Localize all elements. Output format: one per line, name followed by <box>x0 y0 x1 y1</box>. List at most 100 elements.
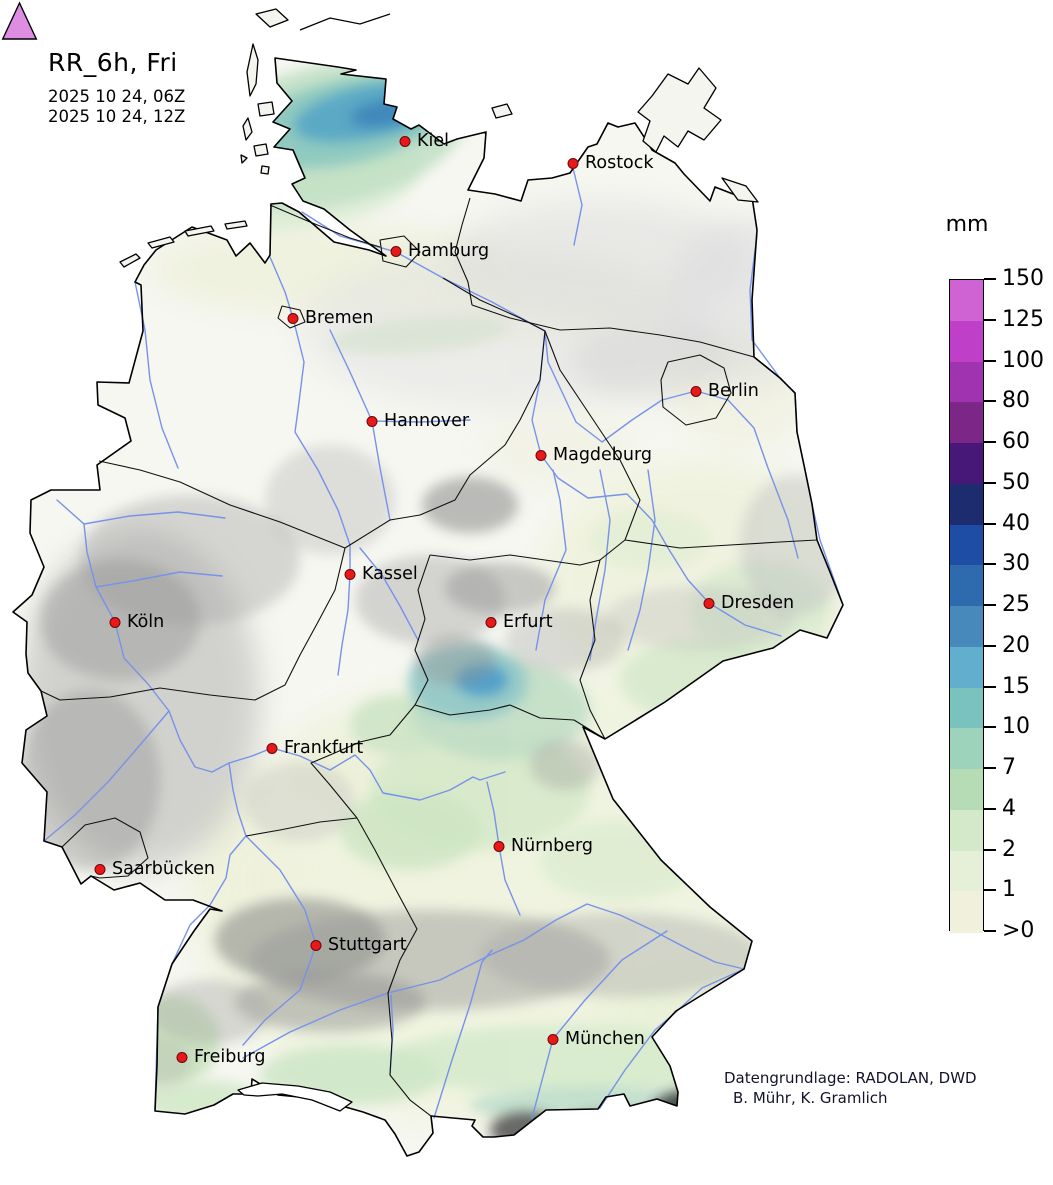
title-block: RR_6h, Fri 2025 10 24, 06Z 2025 10 24, 1… <box>48 48 185 127</box>
colorbar-tick-mark <box>984 930 996 932</box>
city-marker-freiburg: Freiburg <box>176 1047 266 1067</box>
colorbar-tick-label: 2 <box>1002 836 1016 862</box>
colorbar-tick-label: 150 <box>1002 266 1044 291</box>
colorbar-tick-label: >0 <box>1002 918 1035 943</box>
colorbar-tick-mark <box>984 604 996 606</box>
credits-source: Datengrundlage: RADOLAN, DWD <box>724 1069 977 1087</box>
river-warnow <box>572 167 583 246</box>
island-east-frisian <box>184 225 215 237</box>
map-title: RR_6h, Fri <box>48 48 178 77</box>
colorbar-segment <box>950 320 983 362</box>
river-spree <box>695 390 799 559</box>
colorbar-tick-mark <box>984 400 996 403</box>
credits-authors: B. Mühr, K. Gramlich <box>733 1089 888 1107</box>
colorbar-tick-label: 15 <box>1002 673 1030 699</box>
colorbar-tick-label: 100 <box>1002 347 1044 373</box>
colorbar-tick-mark <box>984 481 996 484</box>
river-elbe <box>301 211 782 637</box>
city-label: Freiburg <box>194 1047 266 1067</box>
city-label: Saarbücken <box>112 859 215 879</box>
city-dot-icon <box>176 1051 188 1063</box>
colorbar <box>949 279 984 933</box>
colorbar-tick-label: 50 <box>1002 469 1030 495</box>
colorbar-tick-label: 4 <box>1002 795 1016 821</box>
island-pellworm <box>253 143 269 157</box>
city-label: Hamburg <box>408 241 490 261</box>
colorbar-tick-mark <box>984 685 996 688</box>
colorbar-segment <box>950 280 983 322</box>
colorbar-tick-mark <box>984 848 996 851</box>
colorbar-tick-label: 25 <box>1002 592 1030 617</box>
city-marker-rostock: Rostock <box>567 153 654 173</box>
island-east-frisian <box>119 253 141 268</box>
colorbar-segment <box>950 361 983 403</box>
river-inn <box>599 968 745 1109</box>
colorbar-segment <box>950 646 983 688</box>
city-marker-magdeburg: Magdeburg <box>535 445 652 465</box>
colorbar-segment <box>950 524 983 566</box>
city-marker-hamburg: Hamburg <box>390 241 490 261</box>
city-label: Bremen <box>305 308 374 328</box>
colorbar-segment <box>950 728 983 770</box>
city-marker-frankfurt: Frankfurt <box>266 738 364 758</box>
date-from: 2025 10 24, 06Z <box>48 87 186 106</box>
city-dot-icon <box>366 415 378 427</box>
colorbar-segment <box>950 443 983 485</box>
city-marker-erfurt: Erfurt <box>485 612 553 632</box>
river-lippe <box>83 511 226 525</box>
river-mulde <box>627 469 656 651</box>
colorbar-tick-mark <box>984 767 996 769</box>
colorbar-segment <box>950 402 983 444</box>
city-dot-icon <box>310 939 322 951</box>
island-sylt <box>246 43 259 97</box>
river-mosel <box>43 710 170 842</box>
river-isar <box>531 930 668 1119</box>
city-label: Kassel <box>362 564 418 584</box>
colorbar-unit-label: mm <box>945 212 989 237</box>
city-label: Frankfurt <box>284 738 364 758</box>
colorbar-tick-mark <box>984 644 996 647</box>
city-dot-icon <box>567 157 579 169</box>
river-rednitz <box>498 845 521 916</box>
city-marker-berlin: Berlin <box>690 381 759 401</box>
border-bremen <box>277 305 306 329</box>
colorbar-tick-mark <box>984 726 996 729</box>
river-lech <box>433 949 493 1119</box>
colorbar-tick-mark <box>984 889 996 892</box>
island-east-frisian <box>224 220 248 230</box>
border-hamburg <box>379 235 421 268</box>
city-marker-kiel: Kiel <box>399 131 449 151</box>
valid-period: 2025 10 24, 06Z 2025 10 24, 12Z <box>48 87 185 127</box>
colorbar-segment <box>950 769 983 811</box>
river-saale <box>535 469 567 651</box>
city-marker-nürnberg: Nürnberg <box>493 836 593 856</box>
colorbar-tick-mark <box>984 807 996 810</box>
island-fehmarn <box>491 103 513 119</box>
city-label: Erfurt <box>503 612 553 632</box>
river-fulda <box>337 573 351 676</box>
colorbar-tick-mark <box>984 278 996 280</box>
colorbar-segment <box>950 809 983 851</box>
city-dot-icon <box>287 312 299 324</box>
colorbar-overflow-arrow <box>1 1 38 40</box>
city-dot-icon <box>690 385 702 397</box>
city-marker-köln: Köln <box>109 612 165 632</box>
island-east-frisian <box>147 236 175 249</box>
city-label: München <box>565 1029 645 1049</box>
city-label: Köln <box>127 612 165 632</box>
colorbar-tick-label: 1 <box>1002 877 1016 903</box>
city-label: Berlin <box>708 381 759 401</box>
city-marker-hannover: Hannover <box>366 411 469 431</box>
city-marker-dresden: Dresden <box>703 593 794 613</box>
colorbar-segment <box>950 606 983 648</box>
coast-islands-layer <box>119 8 759 1112</box>
city-label: Kiel <box>417 131 449 151</box>
river-havel <box>544 330 697 443</box>
city-marker-kassel: Kassel <box>344 564 418 584</box>
city-dot-icon <box>344 568 356 580</box>
colorbar-tick-mark <box>984 522 996 525</box>
city-label: Rostock <box>585 153 654 173</box>
colorbar-tick-label: 80 <box>1002 388 1030 414</box>
